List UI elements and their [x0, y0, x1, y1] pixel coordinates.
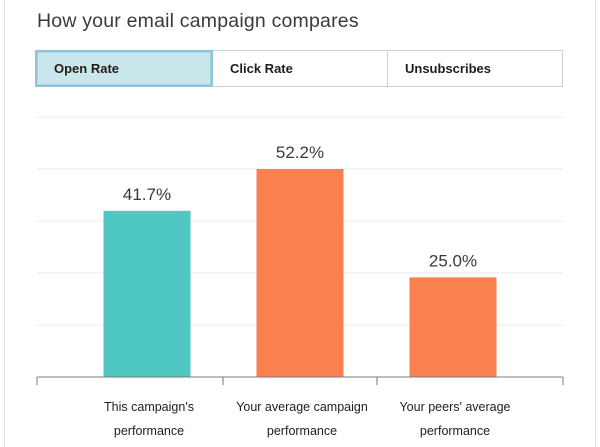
left-frame-border: [4, 0, 5, 447]
category-label-1: performance: [114, 424, 184, 438]
category-label-1: This campaign's: [104, 400, 194, 414]
category-label-3: performance: [420, 424, 490, 438]
tab-open-rate[interactable]: Open Rate: [35, 50, 213, 87]
bar-2: [256, 169, 344, 377]
right-frame-border: [595, 0, 596, 447]
bar-3: [409, 277, 497, 377]
bar-1: [103, 210, 191, 377]
data-label-2: 52.2%: [276, 143, 324, 162]
metric-tabs: Open Rate Click Rate Unsubscribes: [35, 50, 563, 87]
data-label-3: 25.0%: [429, 251, 477, 270]
category-label-2: performance: [267, 424, 337, 438]
data-label-1: 41.7%: [123, 185, 171, 204]
page-title: How your email campaign compares: [37, 10, 359, 32]
tab-unsubscribes[interactable]: Unsubscribes: [388, 50, 563, 87]
tab-click-rate[interactable]: Click Rate: [213, 50, 388, 87]
category-label-3: Your peers' average: [399, 400, 510, 414]
category-label-2: Your average campaign: [236, 400, 368, 414]
